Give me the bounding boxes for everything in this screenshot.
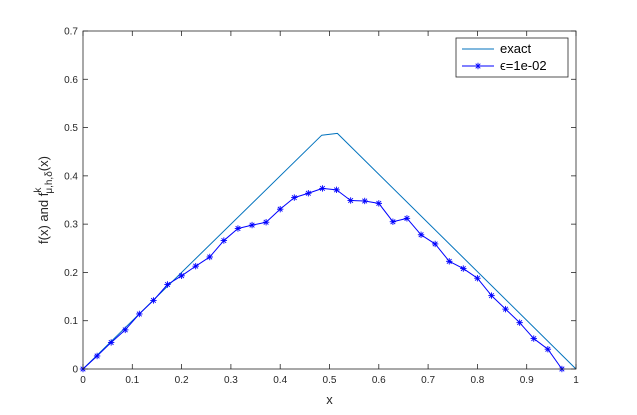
data-point-marker (248, 221, 256, 229)
data-point-marker (305, 190, 312, 197)
legend-label-exact: exact (500, 41, 531, 56)
x-tick-label: 0 (80, 375, 86, 386)
plot-background (83, 31, 576, 369)
y-axis-label-superscript: k (33, 187, 44, 193)
x-tick-label: 0.5 (323, 375, 337, 386)
data-point-marker (361, 197, 368, 205)
y-tick-label: 0.6 (64, 75, 78, 86)
labels-layer: x f(x) and fkμ,h,δ(x) (33, 156, 333, 407)
data-point-marker (474, 275, 481, 282)
y-tick-label: 0.2 (64, 268, 78, 279)
y-axis-label-suffix: (x) (36, 156, 51, 171)
data-point-marker (206, 253, 213, 261)
legend-marker-epsilon (474, 62, 482, 70)
legend: exact ϵ=1e-02 (455, 37, 569, 78)
y-axis-label-prefix: f(x) and f (36, 192, 51, 244)
x-tick-label: 0.6 (372, 375, 386, 386)
legend-box (455, 37, 569, 78)
data-point-marker (516, 319, 523, 326)
data-point-marker (192, 262, 199, 270)
legend-label-epsilon: ϵ=1e-02 (500, 58, 547, 73)
x-tick-label: 0.8 (470, 375, 484, 386)
data-point-marker (150, 297, 157, 304)
data-point-marker (319, 185, 326, 192)
x-tick-label: 0.4 (273, 375, 287, 386)
data-point-marker (403, 215, 411, 222)
series-line-0 (82, 132, 577, 370)
y-tick-label: 0.5 (64, 123, 78, 134)
y-axis-label-subscript: μ,h,δ (44, 171, 55, 194)
x-tick-label: 1 (573, 375, 579, 386)
y-tick-label: 0.1 (64, 316, 78, 327)
data-point-marker (446, 258, 453, 265)
data-point-marker (107, 339, 115, 346)
data-point-marker (389, 218, 397, 225)
data-point-marker (262, 219, 270, 226)
data-point-marker (530, 335, 537, 342)
y-tick-label: 0 (72, 365, 78, 376)
data-point-marker (502, 305, 509, 313)
data-point-marker (333, 186, 340, 194)
data-point-marker (544, 346, 552, 353)
data-point-marker (460, 265, 467, 272)
data-point-marker (375, 200, 382, 207)
data-point-marker (122, 326, 129, 334)
x-tick-label: 0.9 (520, 375, 534, 386)
data-point-marker (291, 194, 298, 201)
x-tick-label: 0.7 (421, 375, 435, 386)
x-tick-label: 0.1 (125, 375, 139, 386)
data-point-marker (136, 310, 143, 318)
y-tick-label: 0.4 (64, 171, 78, 182)
y-tick-label: 0.3 (64, 220, 78, 231)
data-point-marker (431, 240, 439, 248)
data-point-marker (178, 272, 185, 280)
ticks-layer: 0 0.1 0.2 0.3 0.4 0.5 0.6 0.7 0.8 0.9 1 0 0.1 0.2 0.3 0… (64, 27, 579, 387)
y-axis-label: f(x) and fkμ,h,δ(x) (33, 156, 55, 244)
data-point-marker (93, 352, 101, 360)
series-layer (79, 132, 577, 373)
x-axis-label: x (326, 392, 333, 407)
data-point-marker (277, 205, 284, 213)
x-tick-label: 0.3 (224, 375, 238, 386)
x-tick-label: 0.2 (175, 375, 189, 386)
data-point-marker (220, 237, 228, 244)
data-point-marker (234, 225, 242, 232)
data-point-marker (417, 231, 425, 238)
y-tick-label: 0.7 (64, 27, 78, 38)
data-point-marker (347, 197, 354, 204)
data-point-marker (488, 292, 495, 299)
data-point-marker (164, 281, 171, 288)
legend-star-marker (474, 62, 482, 70)
